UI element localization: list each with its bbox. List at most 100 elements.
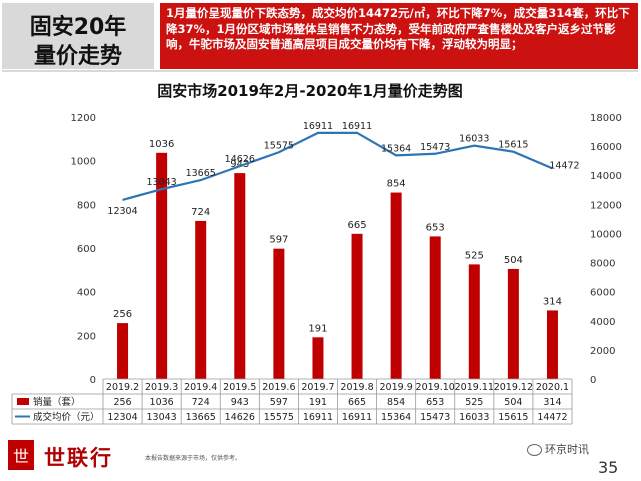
line-label-7: 15364 bbox=[381, 143, 411, 154]
bar-3 bbox=[234, 173, 246, 379]
x-tick-4: 2019.6 bbox=[262, 382, 295, 393]
line-label-6: 16911 bbox=[342, 121, 372, 132]
table-sales-6: 665 bbox=[348, 397, 366, 408]
y-left-tick-5: 1000 bbox=[71, 157, 96, 168]
y-right-tick-8: 16000 bbox=[590, 142, 622, 153]
bar-4 bbox=[273, 248, 285, 379]
y-right-tick-4: 8000 bbox=[590, 259, 615, 270]
table-price-7: 15364 bbox=[381, 412, 411, 423]
bar-6 bbox=[351, 233, 363, 379]
bar-5 bbox=[312, 337, 324, 379]
table-sales-4: 597 bbox=[270, 397, 288, 408]
legend-label-price: 成交均价（元） bbox=[33, 411, 100, 423]
bar-9 bbox=[468, 264, 480, 379]
brand-logo-char: 世 bbox=[12, 447, 29, 466]
line-label-11: 14472 bbox=[549, 160, 579, 171]
table-price-6: 16911 bbox=[342, 412, 372, 423]
table-price-2: 13665 bbox=[186, 412, 216, 423]
table-price-0: 12304 bbox=[107, 412, 137, 423]
summary-text: 1月量价呈现量价下跌态势，成交均价14472元/㎡，环比下降7%，成交量314套… bbox=[160, 3, 638, 69]
y-right-tick-2: 4000 bbox=[590, 317, 615, 328]
brand-name: 世联行 bbox=[44, 446, 113, 470]
x-tick-8: 2019.10 bbox=[416, 382, 455, 393]
line-label-0: 12304 bbox=[107, 206, 137, 217]
table-price-3: 14626 bbox=[225, 412, 255, 423]
bar-8 bbox=[429, 236, 441, 379]
table-price-8: 15473 bbox=[420, 412, 450, 423]
table-sales-3: 943 bbox=[231, 397, 249, 408]
table-sales-1: 1036 bbox=[150, 397, 174, 408]
y-right-tick-5: 10000 bbox=[590, 229, 622, 240]
page-number: 35 bbox=[598, 458, 619, 477]
x-tick-6: 2019.8 bbox=[340, 382, 373, 393]
table-sales-2: 724 bbox=[192, 397, 210, 408]
bar-2 bbox=[195, 220, 207, 379]
y-right-tick-3: 6000 bbox=[590, 288, 615, 299]
legend-label-sales: 销量（套） bbox=[33, 396, 81, 408]
bar-7 bbox=[390, 192, 402, 379]
bar-1 bbox=[156, 152, 168, 379]
bar-label-7: 854 bbox=[387, 179, 406, 190]
bar-label-10: 504 bbox=[504, 255, 523, 266]
x-tick-0: 2019.2 bbox=[106, 382, 139, 393]
line-label-9: 16033 bbox=[459, 134, 489, 145]
x-tick-2: 2019.4 bbox=[184, 382, 217, 393]
wechat-label: 环京时讯 bbox=[545, 443, 589, 456]
bar-label-6: 665 bbox=[347, 220, 366, 231]
table-price-1: 13043 bbox=[147, 412, 177, 423]
x-tick-9: 2019.11 bbox=[455, 382, 494, 393]
y-left-tick-6: 1200 bbox=[71, 113, 96, 124]
bar-label-1: 1036 bbox=[149, 139, 174, 150]
x-tick-5: 2019.7 bbox=[301, 382, 334, 393]
bar-label-4: 597 bbox=[269, 235, 288, 246]
table-price-11: 14472 bbox=[537, 412, 567, 423]
y-right-tick-6: 12000 bbox=[590, 200, 622, 211]
table-sales-0: 256 bbox=[113, 397, 131, 408]
line-label-3: 14626 bbox=[225, 154, 255, 165]
x-tick-10: 2019.12 bbox=[494, 382, 533, 393]
price-line bbox=[122, 131, 553, 201]
y-right-tick-0: 0 bbox=[590, 375, 596, 386]
bar-label-11: 314 bbox=[543, 296, 562, 307]
y-left-tick-0: 0 bbox=[90, 375, 96, 386]
y-left-tick-3: 600 bbox=[77, 244, 96, 255]
wechat-icon bbox=[527, 444, 542, 456]
y-left-tick-1: 200 bbox=[77, 331, 96, 342]
table-price-9: 16033 bbox=[459, 412, 489, 423]
bar-label-2: 724 bbox=[191, 207, 210, 218]
y-left-tick-2: 400 bbox=[77, 288, 96, 299]
page-title-line2: 量价走势 bbox=[33, 44, 122, 69]
bar-label-9: 525 bbox=[465, 250, 484, 261]
table-sales-7: 854 bbox=[387, 397, 405, 408]
line-label-10: 15615 bbox=[498, 140, 528, 151]
divider bbox=[2, 70, 638, 72]
y-right-tick-1: 2000 bbox=[590, 346, 615, 357]
title-box: 固安20年 量价走势 bbox=[2, 3, 154, 69]
x-tick-1: 2019.3 bbox=[145, 382, 178, 393]
x-tick-11: 2020.1 bbox=[536, 382, 569, 393]
line-label-2: 13665 bbox=[186, 168, 216, 179]
legend-key-sales bbox=[17, 398, 29, 405]
wechat-tag: 环京时讯 bbox=[527, 441, 589, 457]
table-price-4: 15575 bbox=[264, 412, 294, 423]
bar-label-5: 191 bbox=[308, 323, 327, 334]
x-tick-7: 2019.9 bbox=[380, 382, 413, 393]
bar-label-8: 653 bbox=[426, 222, 445, 233]
table-price-10: 15615 bbox=[498, 412, 528, 423]
bar-label-3: 943 bbox=[230, 159, 249, 170]
table-sales-5: 191 bbox=[309, 397, 327, 408]
bar-11 bbox=[546, 310, 558, 379]
brand-logo: 世 bbox=[8, 440, 34, 470]
bar-10 bbox=[507, 268, 519, 379]
table-sales-8: 653 bbox=[426, 397, 444, 408]
page-title-line1: 固安20年 bbox=[29, 15, 127, 40]
table-sales-10: 504 bbox=[504, 397, 522, 408]
y-right-tick-7: 14000 bbox=[590, 171, 622, 182]
line-label-5: 16911 bbox=[303, 121, 333, 132]
chart-title: 固安市场2019年2月-2020年1月量价走势图 bbox=[157, 82, 463, 100]
y-right-tick-9: 18000 bbox=[590, 113, 622, 124]
table-sales-11: 314 bbox=[543, 397, 561, 408]
table-price-5: 16911 bbox=[303, 412, 333, 423]
line-label-8: 15473 bbox=[420, 142, 450, 153]
